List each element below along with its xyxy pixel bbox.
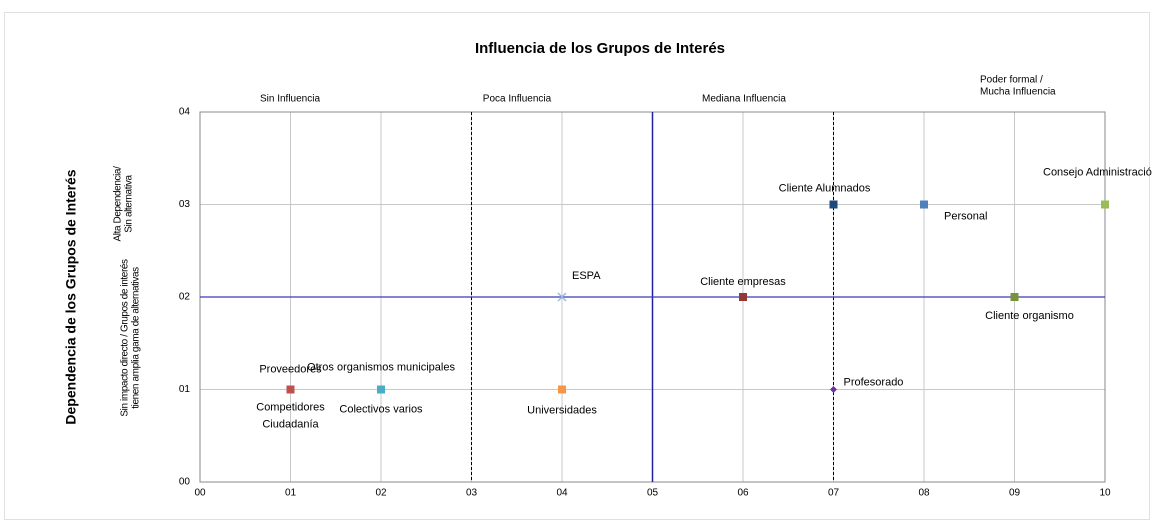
- point-label: Cliente empresas: [700, 276, 786, 288]
- region-label: Mediana Influencia: [702, 94, 786, 105]
- y-tick-label: 02: [179, 292, 191, 303]
- region-label: tienen amplia gama de alternativas: [131, 267, 142, 409]
- x-tick-label: 08: [918, 488, 930, 499]
- point-label: Consejo Administració: [1043, 166, 1152, 178]
- point-label: ESPA: [572, 270, 601, 282]
- region-label: Poder formal /: [980, 75, 1043, 86]
- point-label: Ciudadanía: [262, 418, 319, 430]
- chart-title: Influencia de los Grupos de Interés: [475, 40, 725, 57]
- y-tick-label: 03: [179, 199, 191, 210]
- point: [1101, 200, 1109, 209]
- point: [286, 385, 295, 394]
- y-tick-label: 04: [179, 107, 191, 118]
- x-tick-label: 04: [556, 488, 568, 499]
- y-tick-label: 01: [179, 384, 191, 395]
- region-label: Sin Influencia: [260, 94, 320, 105]
- region-label: Sin impacto directo / Grupos de interés: [120, 259, 131, 417]
- x-tick-label: 01: [285, 488, 297, 499]
- x-tick-label: 10: [1099, 488, 1111, 499]
- x-tick-label: 05: [647, 488, 659, 499]
- point: [1010, 293, 1019, 301]
- region-label: Mucha Influencia: [980, 87, 1056, 98]
- region-label: Sin alternativa: [124, 174, 135, 232]
- x-tick-label: 00: [194, 488, 206, 499]
- point-label: Universidades: [527, 404, 597, 416]
- point: [377, 385, 385, 394]
- point-label: Profesorado: [844, 376, 904, 388]
- y-axis-title: Dependencia de los Grupos de Interés: [63, 169, 79, 424]
- x-tick-label: 03: [466, 488, 478, 499]
- point: [830, 386, 837, 393]
- point-label: Cliente organismo: [985, 310, 1074, 322]
- point: [829, 200, 838, 209]
- point: [558, 385, 566, 394]
- point: [739, 293, 747, 301]
- point-label: Competidores: [256, 401, 325, 413]
- point-label: Personal: [944, 210, 987, 222]
- point: [557, 292, 567, 302]
- x-tick-label: 06: [737, 488, 749, 499]
- x-tick-label: 07: [828, 488, 840, 499]
- point-label: Proveedores: [259, 363, 322, 375]
- point-label: Colectivos varios: [339, 403, 423, 415]
- y-tick-label: 00: [179, 477, 191, 488]
- x-tick-label: 09: [1009, 488, 1021, 499]
- point-label: Otros organismos municipales: [307, 361, 455, 373]
- point-label: Cliente Alumnados: [779, 182, 871, 194]
- region-label: Poca Influencia: [483, 94, 552, 105]
- region-label: Alta Dependencia/: [113, 166, 124, 242]
- x-tick-label: 02: [375, 488, 387, 499]
- point: [920, 200, 928, 209]
